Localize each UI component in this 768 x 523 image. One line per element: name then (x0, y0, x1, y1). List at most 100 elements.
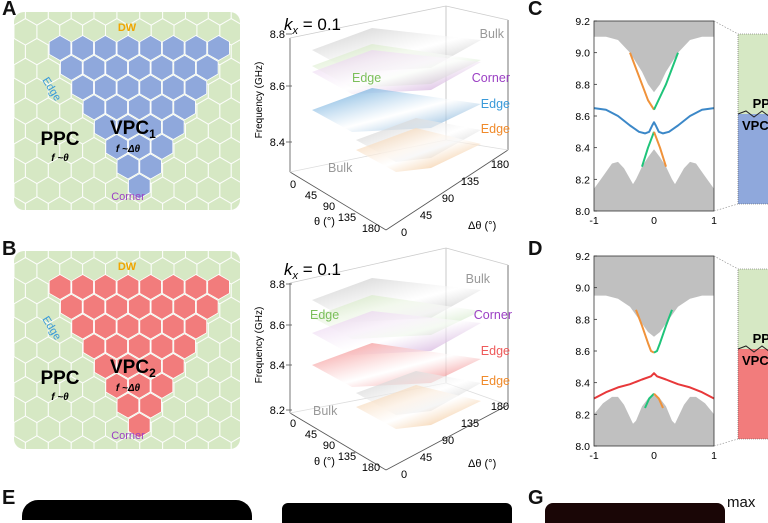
inset-ppc-label: PPC (753, 96, 768, 111)
y-tick-label: 8.2 (575, 409, 590, 421)
panel-g-heatmap (545, 503, 725, 523)
domain-wall-label: DW (118, 261, 137, 273)
dtheta-tick-label: 45 (420, 452, 432, 464)
theta-tick-label: 90 (323, 440, 335, 452)
inset-domain-wall (737, 110, 768, 118)
theta-tick-label: 90 (323, 201, 335, 213)
vpc-hexagon (71, 274, 94, 300)
vpc-hexagon (150, 94, 174, 121)
vpc-triangle (48, 35, 230, 200)
vpc-hexagon (139, 353, 162, 379)
vpc-hexagon (139, 35, 162, 61)
vpc-hexagon (173, 333, 196, 360)
dtheta-tick-label: 135 (461, 418, 479, 430)
surface-plot-b: 8.8 8.6 8.4 8.2 Frequency (GHz) kx = 0.1 0 45 90… (254, 247, 512, 481)
vpc-hexagon (161, 274, 185, 300)
panel-label-a: A (2, 0, 17, 20)
ppc-formula: f ~θ (51, 392, 69, 403)
vpc-hexagon (128, 173, 151, 200)
vpc-hexagon (116, 74, 140, 101)
theta-tick-label: 45 (305, 429, 317, 441)
y-tick-label: 8.6 (575, 346, 590, 358)
x-tick-label: -1 (589, 450, 598, 462)
y-tick-label: 8.8 (575, 314, 590, 326)
z-tick-label: 8.4 (270, 137, 285, 149)
vpc-hexagon (71, 74, 94, 101)
vpc-formula: f ~Δθ (116, 383, 141, 394)
vpc-hexagon (139, 153, 162, 180)
edge-blue-label: Edge (481, 97, 510, 111)
vpc-hexagon (82, 94, 106, 121)
edge-red-label: Edge (481, 344, 510, 358)
colorbar-max-label: max (727, 494, 756, 511)
vpc-triangle (48, 274, 230, 439)
z-axis-label: Frequency (GHz) (254, 62, 265, 139)
edge-green-label: Edge (352, 71, 381, 85)
theta-axis-label: θ (°) (314, 216, 335, 228)
panel-label-b: B (2, 238, 17, 260)
vpc-hexagon (139, 313, 162, 340)
corner-label: Corner (474, 308, 512, 322)
vpc-hexagon (82, 54, 106, 81)
vpc-hexagon (105, 54, 128, 81)
y-tick-label: 9.0 (575, 283, 590, 295)
y-tick-label: 8.0 (575, 206, 590, 218)
panel-label-g: G (528, 487, 544, 509)
dtheta-tick-label: 180 (491, 159, 509, 171)
bulk-band-lower (594, 395, 714, 446)
z-axis-label: Frequency (GHz) (254, 307, 265, 384)
vpc-hexagon (128, 412, 151, 439)
corner-blue-line (593, 107, 715, 135)
x-tick-label: 1 (711, 215, 717, 227)
y-tick-label: 9.2 (575, 16, 590, 28)
vpc-hexagon (71, 313, 94, 340)
panel-label-e: E (2, 487, 16, 509)
theta-tick-label: 135 (338, 451, 356, 463)
edge-green-upper-line (653, 309, 673, 354)
vpc-formula: f ~Δθ (116, 144, 141, 155)
x-tick-label: 0 (651, 215, 657, 227)
corner-label: Corner (472, 71, 510, 85)
vpc-hexagon (150, 333, 174, 360)
vpc-hexagon (60, 54, 83, 81)
vpc-hexagon (207, 35, 230, 61)
vpc-hexagon (150, 54, 174, 81)
inset-vpc-label: VPC2 (742, 353, 768, 370)
y-tick-label: 8.4 (575, 378, 590, 390)
bulk-label: Bulk (313, 404, 338, 418)
corner-surface (312, 50, 481, 94)
x-tick-label: -1 (589, 215, 598, 227)
y-tick-label: 8.0 (575, 441, 590, 453)
vpc-hexagon (82, 333, 106, 360)
edge-green-upper-line (653, 52, 679, 111)
ppc-formula: f ~θ (51, 153, 69, 164)
inset-ppc-region (738, 269, 768, 349)
vpc-hexagon (139, 74, 162, 101)
zoom-connector-top (713, 255, 739, 270)
x-tick-label: 1 (711, 450, 717, 462)
edge-green-lower-line (644, 392, 655, 409)
z-tick-label: 8.6 (270, 81, 285, 93)
vpc-hexagon (150, 293, 174, 320)
edge-orange-surface (356, 385, 481, 429)
z-tick-label: 8.4 (270, 360, 285, 372)
vpc-hexagon (105, 333, 128, 360)
vpc-hexagon (94, 114, 117, 140)
x-tick-label: 0 (651, 450, 657, 462)
dtheta-tick-label: 90 (442, 193, 454, 205)
edge-orange-lower-line (653, 131, 667, 168)
y-tick-label: 8.4 (575, 143, 590, 155)
edge-green-label: Edge (310, 308, 339, 322)
vpc-hexagon (116, 274, 140, 300)
vpc-hexagon (116, 153, 140, 180)
edge-orange-label: Edge (481, 122, 510, 136)
y-tick-label: 8.6 (575, 111, 590, 123)
domain-wall-label: DW (118, 22, 137, 34)
theta-tick-label: 0 (290, 179, 296, 191)
y-tick-label: 9.0 (575, 48, 590, 60)
vpc-hexagon (128, 293, 151, 320)
zoom-connector-bottom (713, 438, 739, 447)
vpc-hexagon (195, 54, 219, 81)
corner-surface (312, 311, 481, 355)
